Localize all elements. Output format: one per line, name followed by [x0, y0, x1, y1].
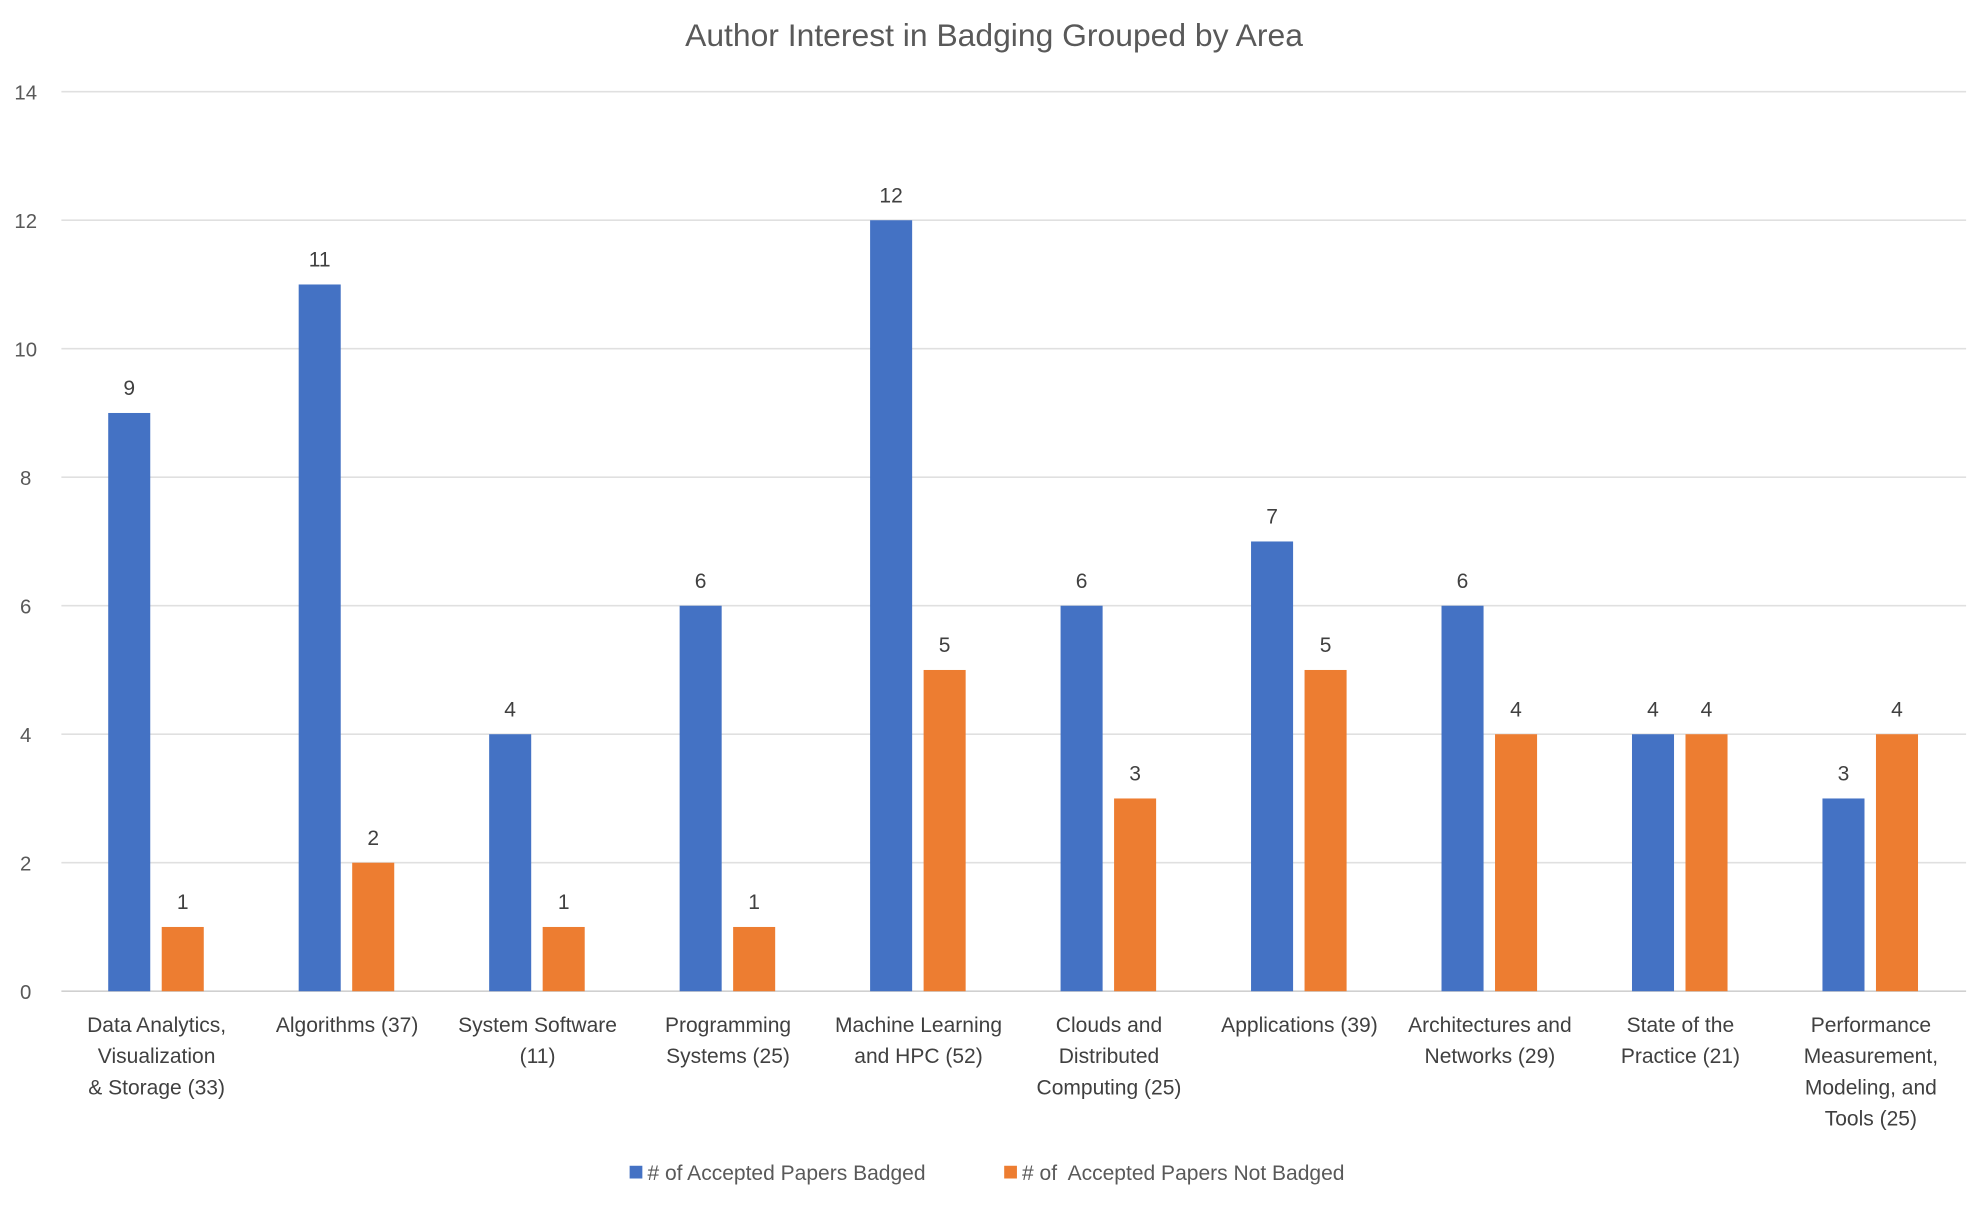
bar-badged — [1822, 798, 1865, 992]
data-label: 4 — [1891, 698, 1903, 721]
y-tick-label: 12 — [14, 211, 37, 233]
bar-badged — [1631, 734, 1675, 992]
x-category-label-line: Systems (25) — [666, 1045, 790, 1068]
data-label: 3 — [1838, 763, 1850, 786]
x-category-label-line: Tools (25) — [1825, 1108, 1917, 1131]
legend-label: # of Accepted Papers Badged — [647, 1162, 925, 1185]
bar-not-badged — [161, 926, 204, 992]
x-category-label-line: Architectures and — [1408, 1014, 1572, 1037]
data-label: 1 — [558, 891, 570, 914]
x-category-label-line: Networks (29) — [1425, 1045, 1556, 1068]
x-category-label-line: (11) — [520, 1045, 556, 1068]
x-category-label-line: System Software — [458, 1014, 617, 1037]
bar-badged — [870, 220, 913, 992]
x-category-label-line: Data Analytics, — [87, 1014, 226, 1037]
x-category-label-line: State of the — [1627, 1014, 1735, 1037]
data-label: 4 — [504, 698, 516, 721]
bar-badged — [1441, 605, 1484, 992]
x-category-label: Data Analytics, Visualization & Storage (3… — [87, 1014, 226, 1099]
data-label: 6 — [695, 570, 707, 593]
bar-not-badged — [733, 926, 776, 992]
x-category-label-line: Clouds and — [1056, 1014, 1162, 1037]
bar-not-badged — [1875, 734, 1919, 992]
data-label: 11 — [309, 249, 331, 272]
y-tick-label: 2 — [20, 853, 31, 875]
bar-not-badged — [1114, 798, 1157, 992]
data-label: 4 — [1701, 698, 1713, 721]
x-category-label-line: Performance — [1811, 1014, 1931, 1037]
legend-label: # of Accepted Papers Not Badged — [1022, 1162, 1344, 1185]
x-category-label: System Software (11) — [458, 1014, 617, 1068]
data-label: 4 — [1510, 698, 1522, 721]
x-category-label: Architectures and Networks (29) — [1408, 1014, 1572, 1068]
x-category-label-line: Algorithms (37) — [276, 1014, 418, 1037]
bar-badged — [1060, 605, 1103, 992]
x-category-label-line: and HPC (52) — [854, 1045, 983, 1068]
x-category-label-line: Programming — [665, 1014, 791, 1037]
data-label: 2 — [367, 827, 379, 850]
x-category-label: Performance Measurement, Modeling, and Tool… — [1804, 1014, 1938, 1131]
x-category-label: Clouds and Distributed Computing (25) — [1037, 1014, 1182, 1099]
x-category-label-line: Practice (21) — [1621, 1045, 1740, 1068]
bar-badged — [108, 412, 151, 992]
bar-not-badged — [352, 862, 395, 992]
legend-swatch — [629, 1165, 643, 1179]
data-label: 1 — [177, 891, 189, 914]
x-category-label-line: Machine Learning — [835, 1014, 1002, 1037]
bar-not-badged — [1495, 734, 1538, 992]
bar-not-badged — [923, 669, 966, 992]
data-label: 7 — [1266, 506, 1278, 529]
data-label: 3 — [1129, 763, 1141, 786]
data-label: 12 — [879, 184, 902, 207]
y-tick-label: 14 — [14, 82, 37, 104]
data-label: 9 — [123, 377, 135, 400]
bar-badged — [1251, 541, 1294, 992]
bar-badged — [679, 605, 722, 992]
x-category-label: Programming Systems (25) — [665, 1014, 791, 1068]
x-category-label: Applications (39) — [1221, 1014, 1378, 1037]
data-label: 6 — [1076, 570, 1088, 593]
chart-title: Author Interest in Badging Grouped by Ar… — [685, 17, 1303, 53]
bar-not-badged — [542, 926, 585, 992]
bar-badged — [489, 734, 532, 992]
x-category-label-line: & Storage (33) — [88, 1076, 225, 1099]
y-tick-label: 10 — [14, 339, 37, 361]
y-tick-label: 6 — [20, 596, 31, 618]
data-label: 1 — [748, 891, 760, 914]
bar-not-badged — [1304, 669, 1347, 992]
x-category-label-line: Applications (39) — [1221, 1014, 1378, 1037]
x-category-label-line: Visualization — [98, 1045, 216, 1068]
data-label: 5 — [939, 634, 951, 657]
x-category-label-line: Distributed — [1059, 1045, 1159, 1068]
x-category-label: State of the Practice (21) — [1621, 1014, 1740, 1068]
x-category-label: Algorithms (37) — [276, 1014, 418, 1037]
data-label: 5 — [1320, 634, 1332, 657]
x-category-label: Machine Learning and HPC (52) — [835, 1014, 1002, 1068]
data-label: 4 — [1647, 698, 1659, 721]
bar-not-badged — [1685, 734, 1728, 992]
bar-badged — [298, 284, 341, 992]
x-category-label-line: Measurement, — [1804, 1045, 1938, 1068]
y-tick-label: 8 — [20, 468, 31, 490]
data-label: 6 — [1457, 570, 1469, 593]
y-tick-label: 0 — [20, 982, 31, 1004]
x-category-label-line: Computing (25) — [1037, 1076, 1182, 1099]
y-tick-label: 4 — [20, 725, 31, 747]
x-category-label-line: Modeling, and — [1805, 1076, 1937, 1099]
legend-swatch — [1004, 1165, 1017, 1179]
